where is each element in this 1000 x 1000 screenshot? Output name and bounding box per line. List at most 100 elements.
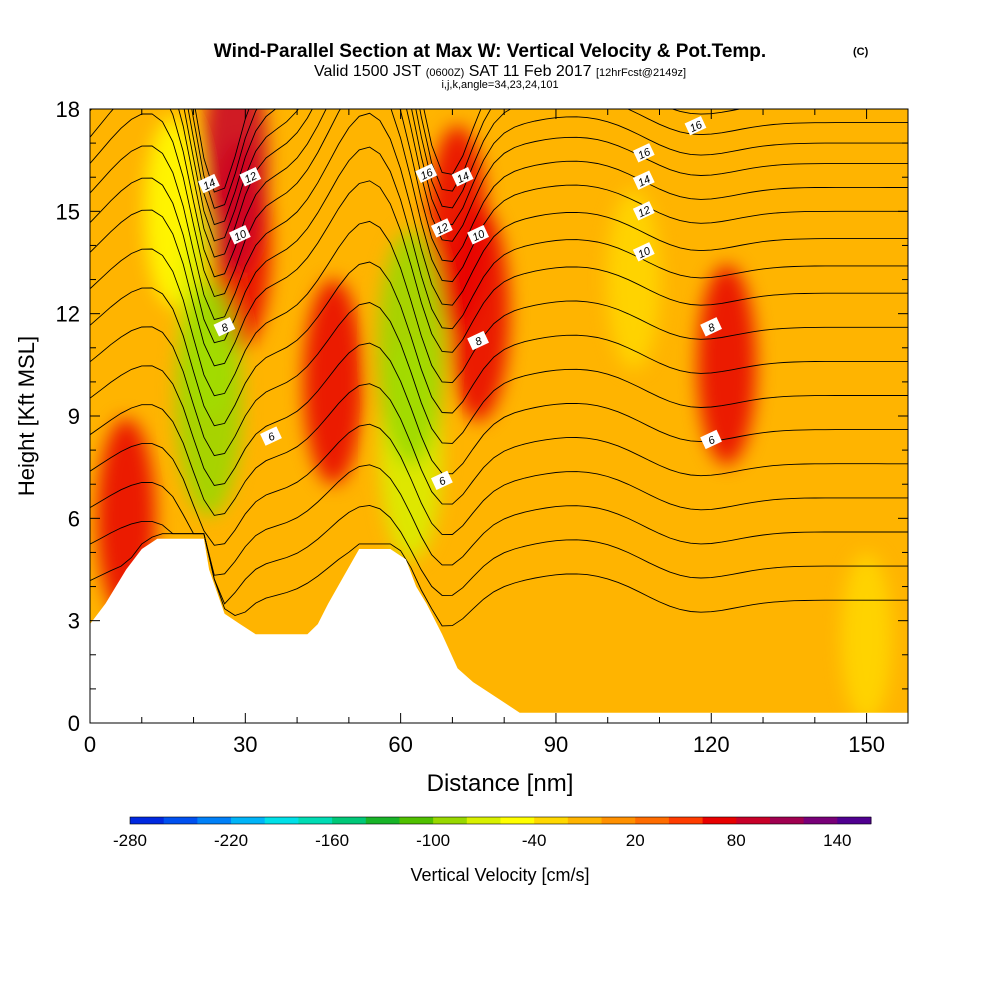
isentrope-label-text: 6 [437,475,448,489]
isentrope-label: 16 [684,115,707,136]
velocity-feature [447,206,510,422]
isentrope-line [90,109,908,258]
title-unit: (C) [853,46,869,58]
label-box [632,201,655,221]
x-tick-label: 0 [84,732,96,757]
label-box [415,163,438,184]
isentrope-line [194,109,482,193]
grid-indices: i,j,k,angle=34,23,24,101 [441,79,558,91]
colorbar-swatch [635,817,670,824]
colorbar: -280 -220 -160 -100 -40 20 80 140 [113,816,872,850]
colorbar-swatch [736,817,771,824]
isentrope-label-text: 12 [636,204,652,220]
label-box [684,115,707,136]
isentrope-line [90,261,908,427]
axes: 0 30 60 90 120 150 0 3 6 9 12 15 18 [56,97,908,757]
isentrope-label-text: 10 [232,228,249,244]
velocity-feature [303,279,364,485]
label-box [700,317,722,337]
colorbar-swatch [163,817,198,824]
label-box [197,173,220,194]
isentrope-line [90,504,908,605]
isentrope-label-text: 8 [473,335,484,349]
isentrope-label: 12 [430,218,453,238]
colorbar-tick-label: 140 [823,831,851,850]
colorbar-swatch [466,817,501,824]
isentrope-label-text: 14 [201,177,217,193]
colorbar-swatch [803,817,838,824]
label-box [632,170,655,190]
y-axis-title: Height [Kft MSL] [14,336,39,496]
isentrope-label: 10 [467,225,489,245]
label-box [213,317,236,337]
y-tick-label: 18 [56,97,80,122]
isentrope-line [191,109,743,209]
isentrope-label: 14 [197,173,220,194]
isentrope-label: 10 [632,242,655,262]
colorbar-tick-label: 80 [727,831,746,850]
y-tick-label: 3 [68,609,80,634]
x-tick-label: 30 [233,732,257,757]
y-tick-label: 6 [68,506,80,531]
x-tick-label: 150 [848,732,885,757]
isentrope-label-text: 12 [243,170,259,186]
label-box [467,225,489,245]
isentrope-label-text: 10 [471,228,488,244]
label-box [228,225,251,245]
label-box [451,167,474,187]
isentrope-label-text: 12 [434,221,450,237]
isentrope-label: 16 [632,143,655,163]
isentrope-line [90,464,908,576]
colorbar-label: Vertical Velocity [cm/s] [410,865,589,885]
velocity-feature [840,552,893,723]
colorbar-tick-label: -100 [416,831,450,850]
colorbar-swatch [197,817,232,824]
isentrope-label-text: 6 [706,434,717,448]
isentrope-label: 14 [451,167,474,187]
label-box [430,470,453,491]
colorbar-swatch [702,817,737,824]
x-axis-title: Distance [nm] [427,770,574,797]
colorbar-swatch [567,817,603,824]
isentrope-label: 8 [467,330,489,351]
label-box [430,218,453,238]
isentrope-label: 12 [239,167,262,187]
isentrope-line [90,383,908,516]
isentrope-labels: 14 12 10 8 6 16 14 12 10 8 6 16 16 14 12 10 8 6 [197,115,722,491]
label-box [239,167,262,187]
colorbar-tick-label: -160 [315,831,349,850]
colorbar-swatch [837,817,872,824]
isentrope-label: 8 [700,317,722,337]
isentrope-line [183,109,908,242]
isentrope-label: 12 [632,201,655,221]
colorbar-swatch [399,817,434,824]
chart-title: Wind-Parallel Section at Max W: Vertical… [214,41,766,62]
isentrope-label-text: 16 [688,119,705,135]
isentrope-label-text: 8 [220,321,231,335]
valid-time: Valid 1500 JST [314,63,422,80]
isentrope-label: 8 [213,317,236,337]
colorbar-swatch [500,817,535,824]
isentrope-label-text: 16 [419,166,436,182]
colorbar-swatch [668,817,704,824]
isentrope-line [90,112,908,321]
valid-time-utc: (0600Z) [426,67,465,79]
colorbar-frame [129,816,872,825]
y-tick-label: 12 [56,302,80,327]
isentrope-line [90,533,908,627]
colorbar-swatch [601,817,636,824]
potential-temperature-contours [90,109,908,627]
isentrope-line [90,220,908,397]
forecast-info: [12hrFcst@2149z] [596,67,686,79]
colorbar-tick-label: -40 [522,831,547,850]
isentrope-label: 10 [228,225,251,245]
isentrope-label: 14 [632,170,655,190]
isentrope-label-text: 8 [706,321,717,335]
colorbar-swatch [534,817,569,824]
valid-date: SAT 11 Feb 2017 [469,63,592,80]
colorbar-swatch [231,817,266,824]
colorbar-tick-label: -220 [214,831,248,850]
isentrope-line [90,146,908,344]
chart-subtitle: Valid 1500 JST (0600Z) SAT 11 Feb 2017 [… [314,63,686,80]
